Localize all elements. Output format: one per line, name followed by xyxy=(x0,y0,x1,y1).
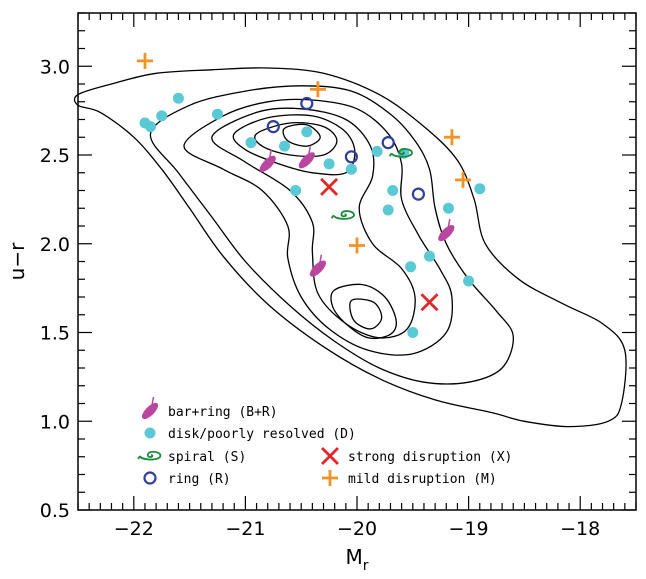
legend-item-mild: mild disruption (M) xyxy=(322,470,497,487)
x-tick-label: −22 xyxy=(114,518,154,540)
mild-point-3 xyxy=(443,129,460,146)
legend-label: bar+ring (B+R) xyxy=(168,405,278,420)
disk-point-19 xyxy=(424,250,435,262)
disk-point-20 xyxy=(405,261,417,273)
legend-marker-bar-ring xyxy=(141,396,159,420)
y-tick-label: 0.5 xyxy=(40,500,70,522)
contour-line-4 xyxy=(211,107,416,339)
plot-frame xyxy=(77,12,637,511)
y-tick-label: 3.0 xyxy=(40,56,70,78)
x-tick-label: −20 xyxy=(337,518,377,540)
contour-line-6 xyxy=(254,122,338,158)
y-tick-label: 2.0 xyxy=(40,234,70,256)
ring-point-4 xyxy=(381,136,395,150)
legend-item-strong: strong disruption (X) xyxy=(321,447,512,465)
contour-line-5 xyxy=(232,114,356,176)
x-axis-title: Mr xyxy=(345,545,368,574)
ring-point-1 xyxy=(300,96,314,111)
bar-ring-point-4 xyxy=(309,254,326,277)
mild-point-5 xyxy=(349,237,365,254)
contour-line-8 xyxy=(330,283,397,340)
disk-point-5 xyxy=(212,108,223,120)
bar-ring-point-1 xyxy=(298,146,315,169)
disk-point-12 xyxy=(371,145,383,157)
legend-marker-disk xyxy=(144,427,156,439)
disk-point-17 xyxy=(474,183,486,195)
mild-point-1 xyxy=(137,52,153,69)
contour-line-1 xyxy=(73,67,627,428)
legend-item-bar-ring: bar+ring (B+R) xyxy=(141,396,278,420)
contour-line-9 xyxy=(349,298,383,330)
legend-item-spiral: spiral (S) xyxy=(137,450,246,465)
disk-point-18 xyxy=(463,275,475,287)
legend-marker-spiral xyxy=(137,450,162,461)
bar-ring-point-2 xyxy=(259,149,276,172)
x-tick-label: −18 xyxy=(560,518,600,540)
ring-point-3 xyxy=(344,150,358,164)
legend-marker-ring xyxy=(143,471,157,485)
legend-item-disk: disk/poorly resolved (D) xyxy=(144,427,356,442)
y-tick-label: 1.5 xyxy=(40,323,70,345)
strong-point-2 xyxy=(420,293,439,312)
legend: bar+ring (B+R) disk/poorly resolved (D) sp… xyxy=(137,396,512,487)
legend-marker-strong xyxy=(321,447,339,465)
ring-point-5 xyxy=(411,187,425,201)
y-tick-label: 2.5 xyxy=(40,145,70,167)
disk-point-2 xyxy=(145,121,156,133)
tick-label-layer: −22 −21 −20 −19 −18 0.5 1.0 1.5 2.0 2.5 3.0 xyxy=(40,56,600,540)
legend-label: mild disruption (M) xyxy=(348,472,497,487)
ring-point-2 xyxy=(266,119,280,134)
marker-layer xyxy=(137,52,486,338)
disk-point-11 xyxy=(345,163,357,175)
mild-point-4 xyxy=(455,171,471,188)
disk-point-4 xyxy=(172,92,184,104)
disk-point-8 xyxy=(301,126,313,138)
contour-line-3 xyxy=(183,98,453,356)
legend-label: spiral (S) xyxy=(168,450,246,465)
tick-layer xyxy=(77,12,637,511)
y-tick-label: 1.0 xyxy=(40,411,70,433)
disk-point-15 xyxy=(382,204,394,216)
y-axis-title: u−r xyxy=(5,242,29,280)
legend-item-ring: ring (R) xyxy=(143,471,231,487)
spiral-point-2 xyxy=(330,210,355,220)
bar-ring-point-3 xyxy=(438,218,455,242)
mild-point-2 xyxy=(309,81,326,98)
spiral-point-1 xyxy=(388,148,413,158)
disk-point-7 xyxy=(279,140,290,152)
disk-point-9 xyxy=(290,185,302,196)
contour-line-7 xyxy=(282,123,321,147)
x-tick-label: −19 xyxy=(449,518,489,540)
legend-marker-mild xyxy=(322,470,338,486)
legend-label: ring (R) xyxy=(168,472,231,487)
disk-point-6 xyxy=(245,137,257,149)
disk-point-16 xyxy=(443,202,454,214)
strong-point-1 xyxy=(320,177,339,196)
legend-label: disk/poorly resolved (D) xyxy=(168,427,356,442)
disk-point-3 xyxy=(156,110,168,122)
contour-line-2 xyxy=(149,85,514,385)
x-tick-label: −21 xyxy=(225,518,265,540)
legend-label: strong disruption (X) xyxy=(348,450,512,465)
disk-point-21 xyxy=(407,327,419,338)
contour-layer xyxy=(73,67,627,428)
disk-point-10 xyxy=(323,158,335,170)
disk-point-13 xyxy=(387,185,399,196)
